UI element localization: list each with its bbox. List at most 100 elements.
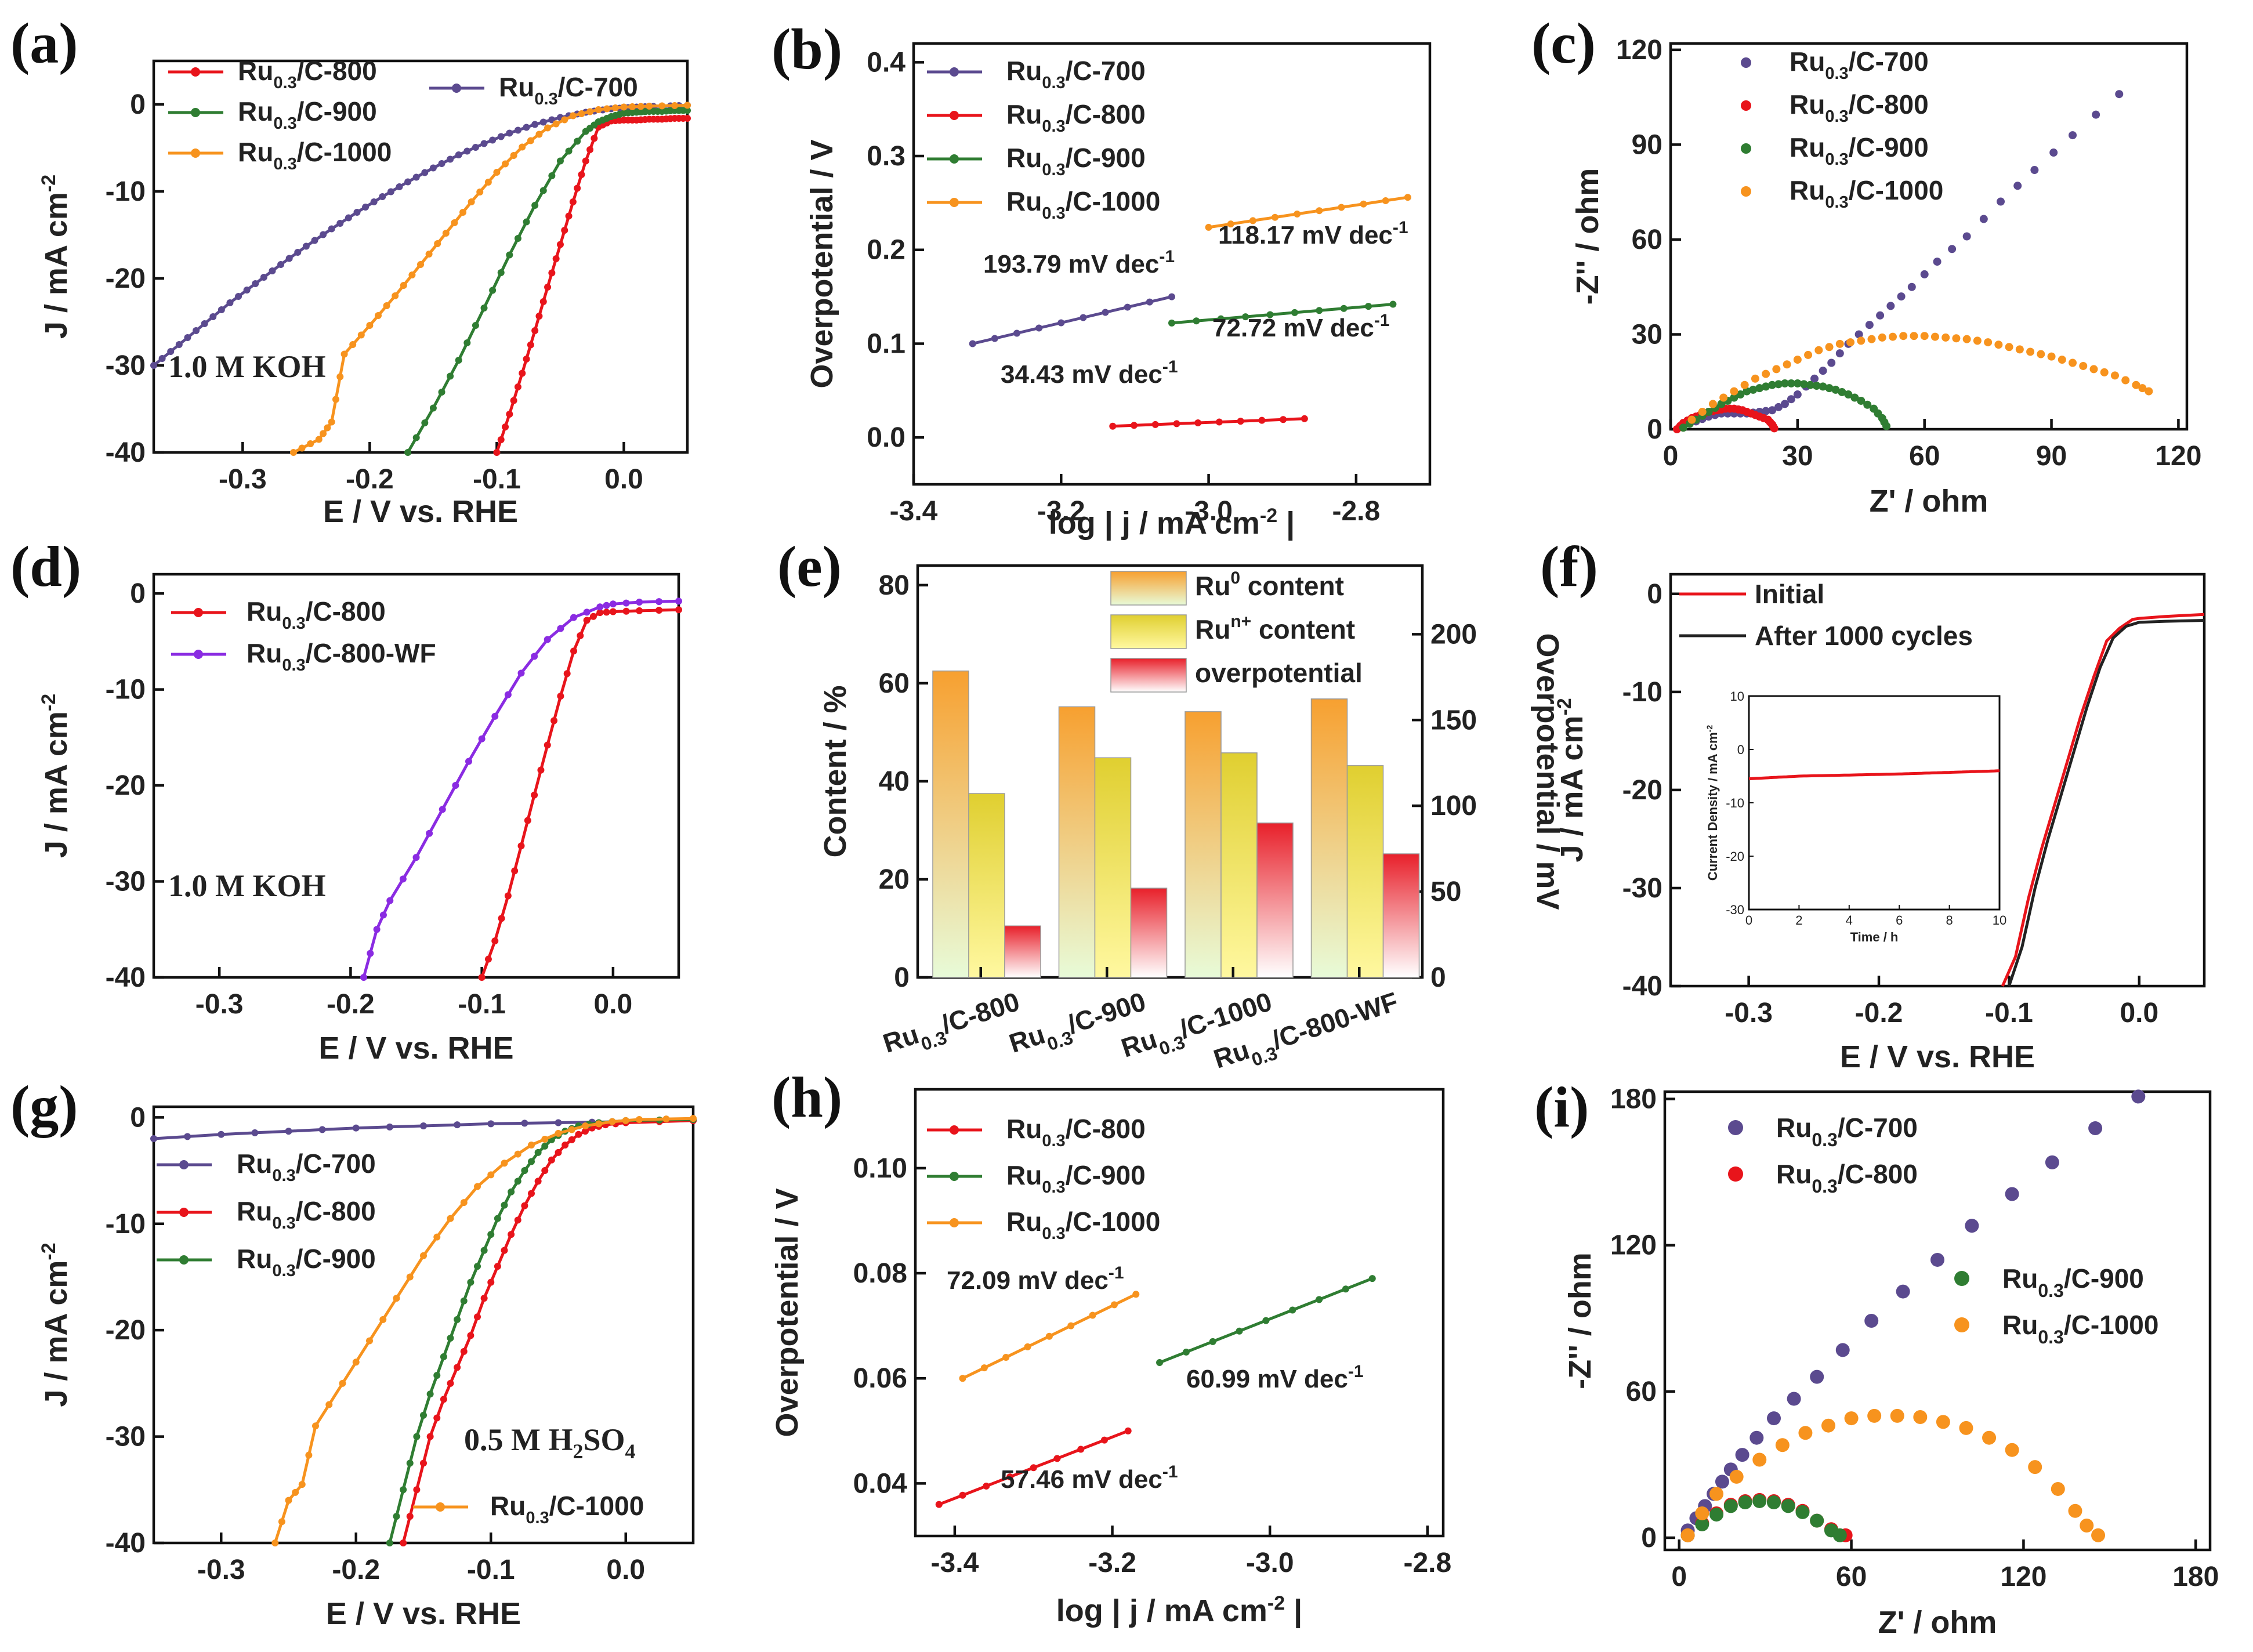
inset-x-tick-label: 0 [1745, 913, 1752, 928]
Ru0.3/C-900-point [1781, 1499, 1795, 1513]
Ru0.3/C-1000-point [2080, 1518, 2094, 1533]
Ru0.3/C-1000-point [271, 1539, 279, 1546]
Ru0.3/C-800-WF-point [478, 735, 486, 742]
y-tick-label: 0.10 [853, 1153, 907, 1184]
Ru0.3/C-700-point [1762, 407, 1770, 415]
Ru0.3/C-700-point [447, 155, 454, 163]
Ru0.3/C-700-point [1810, 374, 1819, 383]
Ru0.3/C-700-point [1886, 302, 1895, 310]
bar-ru0 [932, 670, 969, 978]
Ru0.3/C-800-point [561, 227, 568, 234]
Ru0.3/C-1000-point [1982, 1430, 1997, 1445]
Ru0.3/C-900-point [1266, 311, 1274, 318]
Ru0.3/C-700-point [386, 1123, 393, 1131]
Ru0.3/C-1000-point [541, 1135, 549, 1143]
Ru0.3/C-700-point [1124, 303, 1131, 311]
Ru0.3/C-800-WF-point [439, 806, 446, 813]
y-tick-label: 0 [130, 89, 146, 120]
Ru0.3/C-1000-point [1920, 332, 1929, 340]
Ru0.3/C-900-point [548, 172, 556, 179]
Ru0.3/C-700-point [555, 1119, 562, 1126]
Ru0.3/C-900-point [1236, 1327, 1243, 1335]
y-tick-label: 120 [1610, 1230, 1657, 1261]
Ru0.3/C-1000-point [408, 271, 416, 278]
legend-entry: After 1000 cycles [1755, 621, 1973, 651]
Ru0.3/C-800-WF-point [531, 653, 538, 660]
Ru0.3/C-1000-point [2015, 345, 2024, 354]
legend-entry: Ru0.3/C-800 [237, 1196, 376, 1233]
Ru0.3/C-1000-point [2091, 1528, 2106, 1542]
Ru0.3/C-700-point [1102, 309, 1109, 316]
x-tick-label: -0.2 [332, 1555, 380, 1585]
y-axis-label: J / mA cm-2 [38, 694, 74, 858]
Ru0.3/C-900-point [684, 107, 691, 114]
legend-entry: Ru0.3/C-900 [1790, 132, 1929, 169]
Ru0.3/C-700-point [285, 255, 293, 262]
Ru0.3/C-1000-point [1110, 1301, 1118, 1309]
Ru0.3/C-1000-point [959, 1375, 966, 1382]
Ru0.3/C-700-point [489, 136, 497, 144]
Ru0.3/C-800-point [959, 1491, 966, 1499]
Ru0.3/C-700-point [514, 126, 521, 134]
Ru0.3/C-700-point [387, 188, 394, 195]
Ru0.3/C-800-point [556, 241, 564, 248]
y-tick-label: 0.2 [867, 235, 905, 266]
Ru0.3/C-1000-point [400, 282, 407, 289]
Ru0.3/C-800-point [591, 135, 598, 142]
plot-frame [152, 59, 689, 454]
Ru0.3/C-1000-point [1729, 1469, 1744, 1484]
Ru0.3/C-1000-point [502, 160, 509, 168]
Ru0.3/C-800-point [1109, 422, 1117, 430]
Ru0.3/C-1000-point [1825, 343, 1834, 352]
Ru0.3/C-700-point [2115, 90, 2124, 99]
Ru0.3/C-1000-point [2079, 361, 2088, 370]
Ru0.3/C-800-point [636, 607, 643, 614]
Ru0.3/C-900-point [1825, 384, 1834, 393]
y-tick-label: -40 [1622, 971, 1662, 1002]
inset-x-tick-label: 10 [1993, 913, 2006, 928]
Ru0.3/C-1000-point [535, 131, 543, 138]
Ru0.3/C-900-point [528, 1158, 535, 1165]
Ru0.3/C-700-point [1933, 258, 1942, 266]
Ru0.3/C-900-point [1193, 317, 1200, 325]
Ru0.3/C-700-point [345, 214, 352, 222]
Ru0.3/C-1000-point [2069, 358, 2077, 367]
Ru0.3/C-700-point [1767, 1411, 1781, 1426]
x-tick-label: -3.0 [1185, 496, 1233, 527]
Ru0.3/C-800-point [433, 1414, 441, 1422]
Ru0.3/C-1000-point [357, 331, 365, 339]
Ru0.3/C-700-point [1793, 390, 1802, 399]
y2-tick-label: 50 [1430, 876, 1461, 907]
Ru0.3/C-800-point [514, 383, 521, 390]
Ru0.3/C-700-point [311, 237, 318, 244]
Ru0.3/C-1000-point [1751, 374, 1759, 383]
bar-run [1220, 752, 1258, 978]
Ru0.3/C-800-point [544, 741, 551, 749]
Ru0.3/C-900-point [1736, 390, 1745, 399]
Ru0.3/C-900-point [1156, 1359, 1164, 1367]
Ru0.3/C-700-point [285, 1128, 292, 1135]
legend-entry: Ru0.3/C-900 [238, 96, 377, 133]
Ru0.3/C-700-point [1930, 1252, 1944, 1267]
Ru0.3/C-1000-point [305, 1451, 313, 1459]
bar-ru0 [1310, 698, 1348, 978]
y-axis-label: Content / % [818, 686, 853, 858]
legend-marker [1954, 1271, 1969, 1286]
Ru0.3/C-800-point [487, 1278, 495, 1286]
y-axis-label: -Z'' / ohm [1563, 1252, 1598, 1389]
Ru0.3/C-700-point [277, 261, 285, 268]
initial-line [2001, 613, 2205, 987]
Ru0.3/C-700-point [150, 1135, 157, 1143]
Ru0.3/C-1000-point [442, 230, 450, 237]
Ru0.3/C-800-point [582, 157, 589, 165]
Ru0.3/C-800-point [555, 1149, 562, 1156]
x-tick-label: -0.1 [473, 464, 521, 495]
Ru0.3/C-900-point [1723, 1499, 1738, 1513]
y-tick-label: 30 [1632, 319, 1662, 350]
Ru0.3/C-1000-point [451, 219, 458, 226]
Ru0.3/C-700-point [1715, 1475, 1729, 1489]
Ru0.3/C-1000-point [2132, 381, 2140, 389]
Ru0.3/C-1000-point [349, 341, 357, 348]
Ru0.3/C-900-point [386, 1539, 393, 1546]
Ru0.3/C-800-point [552, 255, 560, 262]
